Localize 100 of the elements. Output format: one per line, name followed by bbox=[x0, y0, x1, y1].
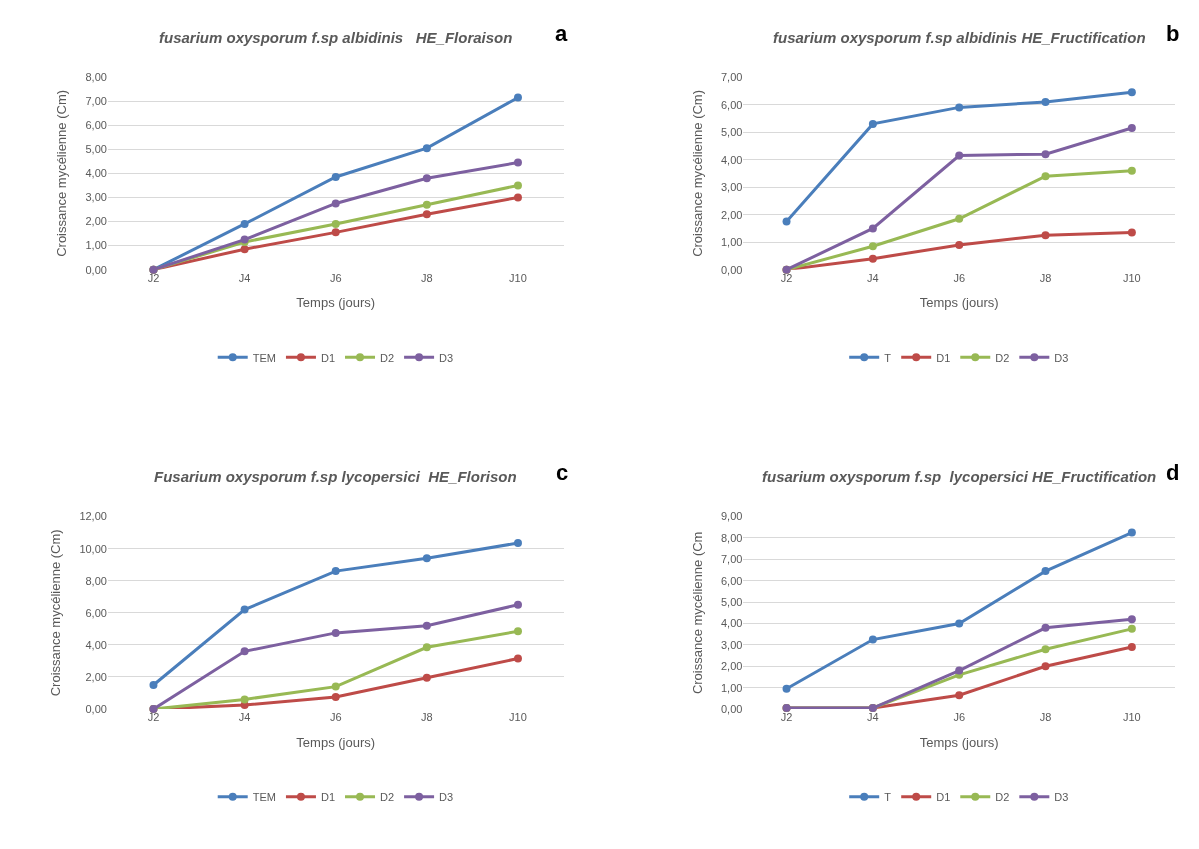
legend-label: TEM bbox=[252, 351, 276, 364]
point bbox=[422, 554, 431, 563]
x-tick-label: J2 bbox=[147, 711, 160, 724]
point bbox=[1041, 645, 1050, 654]
point bbox=[422, 210, 431, 219]
legend-label: D1 bbox=[936, 351, 951, 364]
point bbox=[513, 539, 522, 548]
point bbox=[331, 628, 340, 637]
chart-title: fusarium oxysporum f.sp albidinis HE_Floraison bbox=[159, 29, 513, 46]
y-tick-label: 4,00 bbox=[85, 167, 107, 180]
point bbox=[1127, 528, 1136, 537]
x-tick-label: J8 bbox=[421, 711, 433, 724]
legend-label: D1 bbox=[320, 351, 336, 364]
point bbox=[240, 219, 249, 228]
y-tick-label: 5,00 bbox=[720, 126, 743, 138]
point bbox=[331, 693, 340, 702]
point bbox=[422, 673, 431, 682]
legend-label: D2 bbox=[380, 791, 395, 804]
point bbox=[1041, 231, 1050, 240]
y-tick-label: 1,00 bbox=[85, 239, 107, 252]
point bbox=[240, 647, 249, 656]
y-tick-label: 8,00 bbox=[720, 531, 743, 544]
y-tick-label: 5,00 bbox=[720, 595, 743, 608]
y-axis-title: Croissance mycélienne (Cm bbox=[689, 531, 705, 695]
x-tick-label: J10 bbox=[1122, 711, 1141, 724]
text: d bbox=[1166, 460, 1180, 485]
y-tick-label: 6,00 bbox=[720, 574, 743, 587]
text: a bbox=[555, 21, 568, 46]
x-tick-label: J6 bbox=[329, 271, 342, 284]
y-tick-label: 9,00 bbox=[720, 510, 743, 523]
x-tick-label: J8 bbox=[1039, 271, 1052, 284]
y-tick-label: 8,00 bbox=[85, 70, 107, 83]
legend-label: T bbox=[884, 351, 892, 364]
legend-label: D2 bbox=[380, 351, 395, 364]
chart-title: fusarium oxysporum f.sp albidinis HE_Fructification bbox=[773, 29, 1146, 46]
point bbox=[955, 214, 964, 223]
point bbox=[1041, 97, 1050, 106]
point bbox=[331, 682, 340, 691]
chart-title: fusarium oxysporum f.sp lycopersici HE_Fructification bbox=[762, 468, 1157, 485]
y-tick-label: 7,00 bbox=[85, 95, 107, 108]
point bbox=[240, 245, 249, 254]
point bbox=[1127, 166, 1136, 175]
y-tick-label: 12,00 bbox=[79, 510, 107, 523]
y-tick-label: 4,00 bbox=[720, 153, 743, 166]
point bbox=[868, 224, 877, 233]
y-tick-label: 0,00 bbox=[720, 263, 743, 276]
y-tick-label: 0,00 bbox=[85, 263, 107, 276]
point bbox=[331, 567, 340, 576]
point bbox=[782, 684, 791, 693]
y-tick-label: 2,00 bbox=[85, 215, 107, 228]
point bbox=[955, 619, 964, 628]
legend-label: TEM bbox=[252, 791, 276, 804]
x-tick-label: J4 bbox=[867, 271, 879, 284]
point bbox=[513, 193, 522, 202]
point bbox=[422, 144, 431, 153]
point bbox=[149, 681, 158, 690]
y-tick-label: 1,00 bbox=[720, 236, 743, 249]
point bbox=[513, 627, 522, 636]
x-tick-label: J10 bbox=[1122, 271, 1141, 284]
point bbox=[1041, 567, 1050, 576]
point bbox=[422, 174, 431, 183]
y-tick-label: 3,00 bbox=[720, 181, 743, 194]
point bbox=[1127, 88, 1136, 97]
y-axis-title: Croissance mycélienne (Cm) bbox=[689, 89, 705, 257]
point bbox=[1041, 623, 1050, 632]
x-tick-label: J6 bbox=[953, 271, 966, 284]
point bbox=[1041, 150, 1050, 159]
y-tick-label: 4,00 bbox=[85, 638, 107, 651]
legend-label: T bbox=[884, 791, 892, 804]
point bbox=[513, 181, 522, 190]
y-tick-label: 10,00 bbox=[79, 542, 107, 555]
point bbox=[331, 199, 340, 208]
point bbox=[955, 240, 964, 249]
x-axis-title: Temps (jours) bbox=[296, 734, 376, 750]
point bbox=[1041, 172, 1050, 181]
legend-label: D1 bbox=[936, 791, 951, 804]
x-tick-label: J6 bbox=[953, 711, 966, 724]
point bbox=[513, 654, 522, 663]
x-tick-label: J4 bbox=[867, 711, 879, 724]
x-tick-label: J2 bbox=[147, 271, 160, 284]
y-tick-label: 4,00 bbox=[720, 617, 743, 630]
point bbox=[331, 228, 340, 237]
x-tick-label: J4 bbox=[238, 271, 251, 284]
y-tick-label: 7,00 bbox=[720, 70, 743, 83]
x-axis-title: Temps (jours) bbox=[919, 295, 999, 311]
y-tick-label: 3,00 bbox=[720, 638, 743, 651]
legend-label: D2 bbox=[995, 351, 1010, 364]
y-tick-label: 7,00 bbox=[720, 553, 743, 566]
x-tick-label: J8 bbox=[1039, 711, 1052, 724]
y-tick-label: 0,00 bbox=[85, 702, 107, 715]
point bbox=[1127, 228, 1136, 237]
point bbox=[955, 103, 964, 112]
x-tick-label: J10 bbox=[509, 711, 527, 724]
point bbox=[513, 93, 522, 102]
point bbox=[868, 119, 877, 128]
x-tick-label: J10 bbox=[509, 271, 527, 284]
y-tick-label: 3,00 bbox=[85, 191, 107, 204]
point bbox=[331, 219, 340, 228]
legend-label: D3 bbox=[439, 351, 454, 364]
point bbox=[422, 643, 431, 652]
